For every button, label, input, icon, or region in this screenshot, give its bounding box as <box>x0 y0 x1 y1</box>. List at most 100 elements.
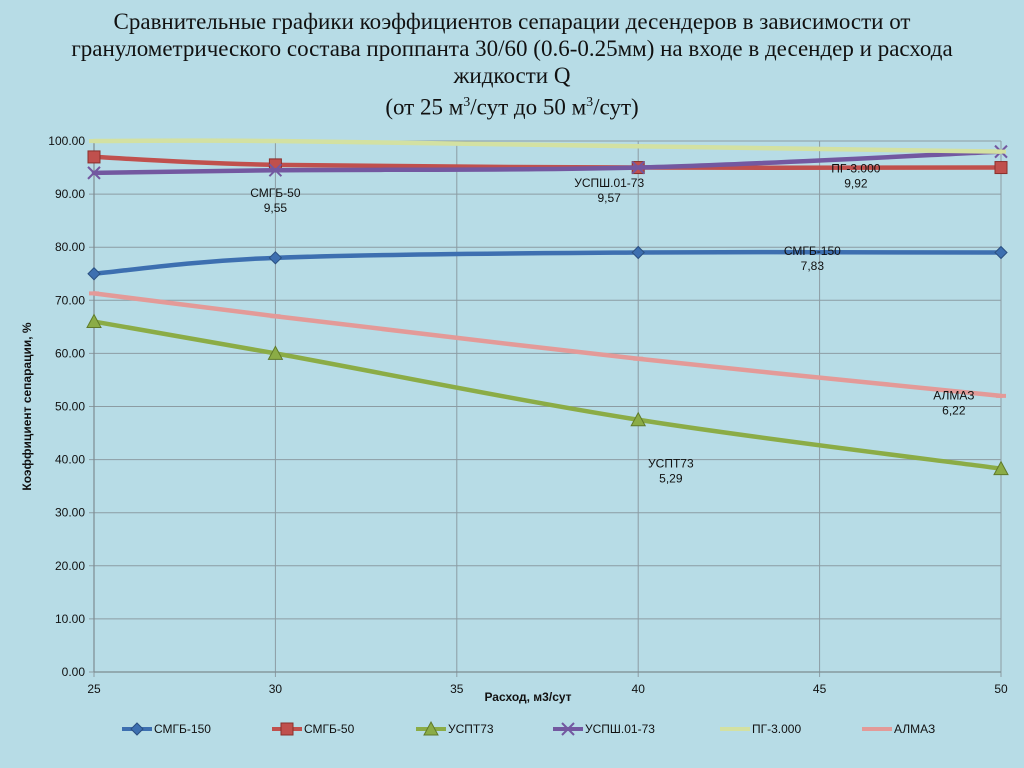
y-tick-label: 20.00 <box>55 559 85 573</box>
data-point <box>268 251 283 265</box>
data-point <box>633 144 644 149</box>
series-4 <box>89 138 1006 154</box>
annotation-value: 9,55 <box>264 201 288 215</box>
title-line-4: (от 25 м3/сут до 50 м3/сут) <box>0 89 1024 121</box>
title-line-3: жидкости Q <box>453 63 571 88</box>
y-tick-label: 0.00 <box>62 665 86 679</box>
chart-grid <box>89 140 1002 677</box>
y-tick-label: 70.00 <box>55 293 85 307</box>
data-point <box>86 313 102 329</box>
annotation-name: УСПШ.01-73 <box>574 176 644 190</box>
x-tick-label: 50 <box>994 682 1008 696</box>
y-tick-label: 90.00 <box>55 187 85 201</box>
legend-item-4: ПГ-3.000 <box>720 722 801 736</box>
y-tick-label: 80.00 <box>55 240 85 254</box>
legend-swatch-marker <box>423 720 439 736</box>
series-line <box>91 319 1004 471</box>
title-line-1: Сравнительные графики коэффициентов сепа… <box>113 9 911 34</box>
legend-swatch-marker <box>561 722 575 736</box>
legend-item-2: УСПТ73 <box>416 720 494 736</box>
legend-label: УСПШ.01-73 <box>585 722 655 736</box>
y-tick-label: 60.00 <box>55 346 85 360</box>
chart-legend: СМГБ-150 СМГБ-50 УСПТ73 УСПШ.01-73 ПГ-3.000 А… <box>122 720 935 736</box>
series-line <box>91 154 1004 170</box>
x-tick-label: 40 <box>632 682 646 696</box>
annotation-name: ПГ-3.000 <box>831 161 880 175</box>
data-point <box>996 149 1006 154</box>
data-point <box>268 163 283 177</box>
data-point-stroke <box>268 163 283 177</box>
data-point-stroke <box>631 160 645 175</box>
data-point <box>630 411 647 427</box>
data-point <box>270 139 281 143</box>
legend-swatch-marker <box>872 727 882 731</box>
data-point <box>87 166 101 180</box>
series-2 <box>86 313 1009 476</box>
chart-axes: 0.00 10.00 20.00 30.00 40.00 50.00 60.00 70.00 8… <box>20 134 1008 704</box>
annotation-name: СМГБ-50 <box>250 186 301 200</box>
y-tick-label: 50.00 <box>55 400 85 414</box>
data-point <box>996 393 1006 398</box>
annotation-value: 9,92 <box>844 176 868 190</box>
series-5 <box>89 291 1006 399</box>
data-point <box>631 245 645 260</box>
annotation-name: СМГБ-150 <box>784 244 841 258</box>
legend-item-5: АЛМАЗ <box>862 722 935 736</box>
annotation-value: 9,57 <box>597 191 621 205</box>
data-point <box>267 345 284 360</box>
data-point <box>89 139 99 143</box>
series-line <box>91 291 1004 399</box>
annotation-value: 6,22 <box>942 404 966 418</box>
legend-item-0: СМГБ-150 <box>122 722 211 736</box>
title-sup-2: 3 <box>586 95 594 110</box>
legend-label: ПГ-3.000 <box>752 722 801 736</box>
x-tick-label: 35 <box>450 682 464 696</box>
legend-label: СМГБ-150 <box>154 722 211 736</box>
legend-item-1: СМГБ-50 <box>272 722 355 736</box>
data-point <box>633 356 644 361</box>
data-point <box>87 150 101 164</box>
legend-swatch-marker-stroke <box>561 722 575 736</box>
annotation-value: 5,29 <box>659 472 683 486</box>
y-axis-label: Коэффициент сепарации, % <box>20 322 34 490</box>
y-tick-label: 30.00 <box>55 506 85 520</box>
series-3 <box>87 144 1008 180</box>
x-tick-label: 45 <box>813 682 827 696</box>
data-point-stroke <box>87 166 101 180</box>
x-axis-label: Расход, м3/сут <box>484 690 571 704</box>
legend-swatch-marker <box>130 722 144 736</box>
title-line-4-mid: /сут до 50 м <box>470 94 587 120</box>
annotation-value: 7,83 <box>801 259 825 273</box>
data-point <box>87 267 101 281</box>
legend-swatch-marker <box>730 727 740 731</box>
x-tick-label: 25 <box>87 682 101 696</box>
title-line-4-prefix: (от 25 м <box>385 94 464 120</box>
series-line <box>91 138 1004 154</box>
chart-series <box>86 138 1009 476</box>
series-line <box>91 149 1004 176</box>
legend-swatch-marker <box>280 722 294 736</box>
data-point <box>994 161 1008 175</box>
data-point <box>270 314 281 319</box>
legend-item-3: УСПШ.01-73 <box>553 722 655 736</box>
x-tick-label: 30 <box>269 682 283 696</box>
data-point <box>994 245 1008 260</box>
data-point <box>631 160 645 175</box>
legend-label: УСПТ73 <box>448 722 494 736</box>
title-line-4-suffix: /сут) <box>593 94 639 120</box>
annotation-name: АЛМАЗ <box>933 389 974 403</box>
y-tick-label: 10.00 <box>55 612 85 626</box>
y-tick-label: 100.00 <box>48 134 85 148</box>
chart-title: Сравнительные графики коэффициентов сепа… <box>0 8 1024 121</box>
y-tick-label: 40.00 <box>55 453 85 467</box>
legend-label: СМГБ-50 <box>304 722 355 736</box>
data-point <box>89 291 99 296</box>
data-point <box>993 460 1009 476</box>
annotation-name: УСПТ73 <box>648 457 694 471</box>
legend-label: АЛМАЗ <box>894 722 935 736</box>
series-line <box>91 249 1004 276</box>
series-0 <box>87 245 1008 281</box>
title-line-2: гранулометрического состава проппанта 30… <box>71 36 953 61</box>
